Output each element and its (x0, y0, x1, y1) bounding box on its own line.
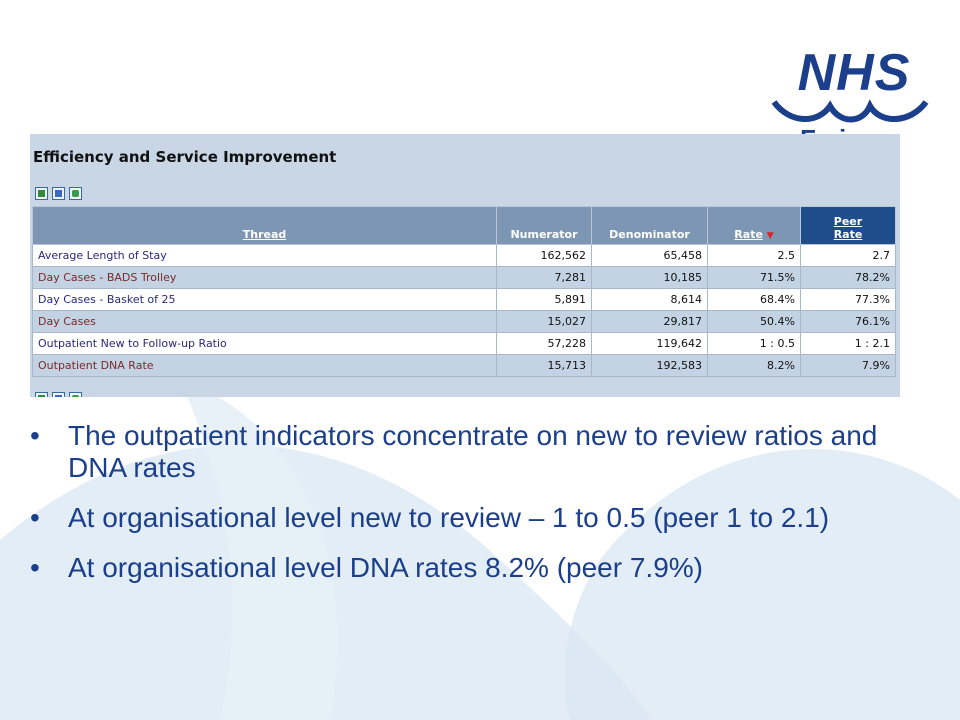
cell-numerator: 57,228 (496, 332, 592, 355)
cell-rate: 1 : 0.5 (707, 332, 801, 355)
bullet-item: • At organisational level new to review –… (30, 502, 830, 533)
table-row: Day Cases - BADS Trolley 7,281 10,185 71… (32, 266, 896, 289)
bullet-dot-icon: • (30, 420, 40, 451)
cell-numerator: 15,027 (496, 310, 592, 333)
cell-thread[interactable]: Day Cases (32, 310, 497, 333)
table-row: Average Length of Stay 162,562 65,458 2.… (32, 244, 896, 267)
column-header-thread[interactable]: Thread (32, 206, 497, 245)
cell-peer-rate: 76.1% (800, 310, 896, 333)
cell-denominator: 8,614 (591, 288, 708, 311)
table-header-row: Thread Numerator Denominator Rate ▼ Peer… (32, 206, 896, 245)
cell-denominator: 119,642 (591, 332, 708, 355)
cell-numerator: 5,891 (496, 288, 592, 311)
logo-waves-icon (771, 99, 929, 123)
cell-thread[interactable]: Day Cases - Basket of 25 (32, 288, 497, 311)
table-row: Day Cases 15,027 29,817 50.4% 76.1% (32, 310, 896, 333)
cell-numerator: 162,562 (496, 244, 592, 267)
cell-denominator: 10,185 (591, 266, 708, 289)
cell-denominator: 192,583 (591, 354, 708, 377)
sort-desc-icon[interactable]: ▼ (766, 231, 774, 241)
cell-thread[interactable]: Outpatient New to Follow-up Ratio (32, 332, 497, 355)
bullet-list: • The outpatient indicators concentrate o… (30, 420, 910, 602)
bullet-dot-icon: • (30, 552, 40, 583)
cell-peer-rate: 2.7 (800, 244, 896, 267)
word-icon[interactable] (52, 187, 65, 200)
cell-denominator: 65,458 (591, 244, 708, 267)
report-title: Efficiency and Service Improvement (33, 148, 337, 166)
export-toolbar-bottom (35, 392, 82, 397)
excel-icon[interactable] (35, 392, 48, 397)
cell-numerator: 7,281 (496, 266, 592, 289)
table-row: Day Cases - Basket of 25 5,891 8,614 68.… (32, 288, 896, 311)
cell-thread[interactable]: Outpatient DNA Rate (32, 354, 497, 377)
cell-thread[interactable]: Day Cases - BADS Trolley (32, 266, 497, 289)
excel-icon[interactable] (35, 187, 48, 200)
word-icon[interactable] (52, 392, 65, 397)
cell-peer-rate: 1 : 2.1 (800, 332, 896, 355)
bullet-item: • At organisational level DNA rates 8.2% … (30, 552, 703, 583)
table-row: Outpatient New to Follow-up Ratio 57,228… (32, 332, 896, 355)
cell-thread[interactable]: Average Length of Stay (32, 244, 497, 267)
cell-peer-rate: 78.2% (800, 266, 896, 289)
cell-denominator: 29,817 (591, 310, 708, 333)
cell-rate: 2.5 (707, 244, 801, 267)
column-header-numerator: Numerator (496, 206, 592, 245)
export-toolbar (35, 187, 82, 200)
report-table: Thread Numerator Denominator Rate ▼ Peer… (32, 206, 896, 377)
csv-icon[interactable] (69, 392, 82, 397)
cell-rate: 68.4% (707, 288, 801, 311)
bullet-item: • The outpatient indicators concentrate o… (30, 420, 878, 483)
column-header-denominator: Denominator (591, 206, 708, 245)
cell-peer-rate: 7.9% (800, 354, 896, 377)
cell-rate: 8.2% (707, 354, 801, 377)
cell-numerator: 15,713 (496, 354, 592, 377)
csv-icon[interactable] (69, 187, 82, 200)
table-row: Outpatient DNA Rate 15,713 192,583 8.2% … (32, 354, 896, 377)
cell-rate: 50.4% (707, 310, 801, 333)
column-header-rate[interactable]: Rate ▼ (707, 206, 801, 245)
report-panel: Efficiency and Service Improvement Threa… (30, 134, 900, 397)
column-header-peer-rate[interactable]: Peer Rate (800, 206, 896, 245)
logo-text: NHS (797, 44, 911, 102)
cell-rate: 71.5% (707, 266, 801, 289)
cell-peer-rate: 77.3% (800, 288, 896, 311)
nhs-logo: NHS Fo i (770, 44, 930, 152)
bullet-dot-icon: • (30, 502, 40, 533)
